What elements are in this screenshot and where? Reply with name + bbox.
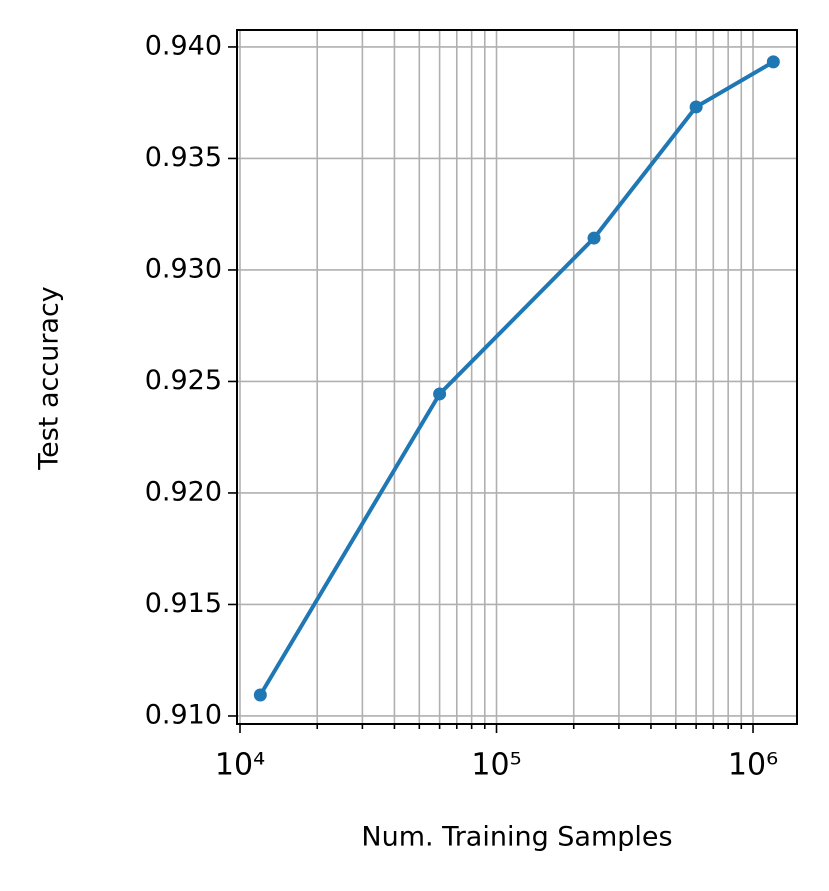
- y-tick-label: 0.935: [145, 142, 222, 173]
- x-axis-label: Num. Training Samples: [361, 822, 672, 853]
- plot-frame: [236, 29, 798, 725]
- data-point: [689, 100, 703, 114]
- data-point: [253, 688, 267, 702]
- y-axis-label: Test accuracy: [34, 286, 65, 471]
- y-tick-label: 0.910: [145, 699, 222, 730]
- y-tick-label: 0.925: [145, 365, 222, 396]
- x-tick-label: 10⁴: [215, 748, 265, 783]
- y-tick-label: 0.940: [145, 30, 222, 61]
- y-tick-label: 0.920: [145, 476, 222, 507]
- data-point: [587, 231, 601, 245]
- x-tick-label: 10⁵: [471, 748, 521, 783]
- data-point: [433, 387, 447, 401]
- x-tick-label: 10⁶: [728, 748, 778, 783]
- data-point: [766, 55, 780, 69]
- y-tick-label: 0.930: [145, 253, 222, 284]
- y-tick-label: 0.915: [145, 588, 222, 619]
